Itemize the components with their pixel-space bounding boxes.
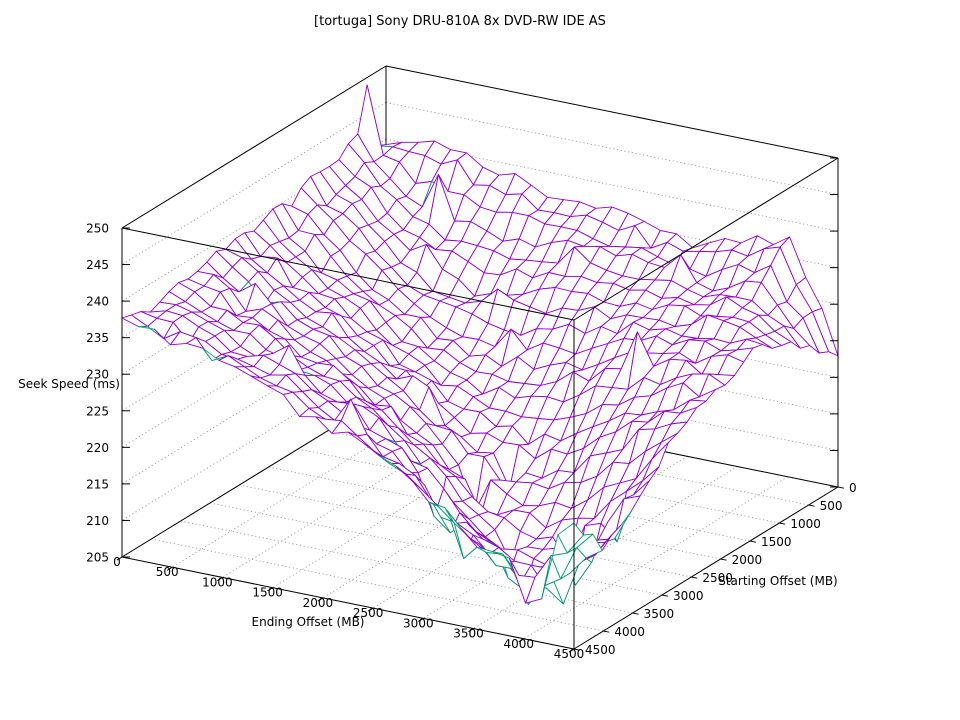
x-tick-label: 4000 bbox=[504, 637, 535, 651]
x-tick-label: 0 bbox=[113, 555, 121, 569]
x-tick bbox=[116, 556, 123, 561]
x-axis-label: Ending Offset (MB) bbox=[251, 615, 365, 629]
x-tick bbox=[417, 617, 424, 622]
x-tick bbox=[166, 566, 173, 571]
box-edge-top bbox=[121, 227, 575, 321]
x-tick-label: 500 bbox=[156, 565, 179, 579]
x-tick-label: 1000 bbox=[202, 575, 233, 589]
y-tick-label: 3500 bbox=[644, 607, 675, 621]
floor-grid-line bbox=[297, 448, 751, 542]
x-tick bbox=[468, 628, 474, 633]
y-tick bbox=[779, 522, 786, 525]
x-tick-label: 1500 bbox=[252, 586, 283, 600]
z-tick-label: 220 bbox=[86, 441, 109, 455]
y-tick bbox=[691, 576, 698, 579]
y-tick bbox=[808, 504, 815, 507]
y-tick bbox=[661, 594, 668, 597]
x-tick bbox=[317, 597, 324, 602]
y-tick bbox=[573, 648, 580, 651]
y-axis-label: Starting Offset (MB) bbox=[718, 574, 838, 588]
x-tick-label: 4500 bbox=[554, 647, 585, 661]
z-tick-label: 235 bbox=[86, 331, 109, 345]
wall-grid-line bbox=[385, 102, 839, 195]
z-tick-label: 250 bbox=[86, 222, 109, 236]
y-tick bbox=[837, 486, 844, 489]
x-tick-label: 3000 bbox=[403, 616, 434, 630]
box-edge-top bbox=[385, 65, 839, 159]
y-tick-label: 1000 bbox=[790, 517, 821, 531]
z-tick-label: 240 bbox=[86, 295, 109, 309]
y-tick bbox=[749, 540, 756, 543]
z-tick-label: 230 bbox=[86, 368, 109, 382]
z-tick-label: 215 bbox=[86, 477, 109, 491]
z-tick-label: 225 bbox=[86, 404, 109, 418]
y-tick bbox=[603, 630, 610, 633]
y-tick-label: 3000 bbox=[673, 589, 704, 603]
y-tick-label: 4500 bbox=[585, 643, 616, 657]
x-tick bbox=[518, 638, 525, 643]
y-axis-line bbox=[573, 486, 839, 650]
z-tick-label: 210 bbox=[86, 514, 109, 528]
y-tick-label: 2500 bbox=[702, 571, 733, 585]
chart-title: [tortuga] Sony DRU-810A 8x DVD-RW IDE AS bbox=[314, 14, 606, 29]
y-tick-label: 4000 bbox=[614, 625, 645, 639]
x-tick bbox=[367, 607, 374, 612]
y-tick bbox=[720, 558, 727, 561]
x-axis-line bbox=[121, 556, 575, 650]
x-tick-label: 2500 bbox=[353, 606, 384, 620]
z-tick-label: 245 bbox=[86, 258, 109, 272]
y-tick-label: 1500 bbox=[761, 535, 792, 549]
floor-grid-line bbox=[268, 466, 721, 560]
floor-grid-line bbox=[151, 538, 604, 632]
y-tick-label: 2000 bbox=[732, 553, 763, 567]
x-tick bbox=[217, 577, 223, 582]
x-tick bbox=[568, 648, 575, 653]
z-tick-label: 205 bbox=[86, 551, 109, 565]
box-edge-top bbox=[573, 157, 839, 321]
x-tick bbox=[267, 587, 273, 592]
x-tick-label: 2000 bbox=[303, 596, 334, 610]
floor-grid-line bbox=[209, 502, 663, 596]
box-edge-top bbox=[121, 65, 387, 229]
y-tick-label: 0 bbox=[849, 481, 857, 495]
y-tick bbox=[632, 612, 639, 615]
z-axis-label: Seek Speed (ms) bbox=[18, 377, 120, 391]
y-tick-label: 500 bbox=[820, 499, 843, 513]
floor-grid-line bbox=[239, 484, 692, 578]
x-tick-label: 3500 bbox=[453, 627, 484, 641]
